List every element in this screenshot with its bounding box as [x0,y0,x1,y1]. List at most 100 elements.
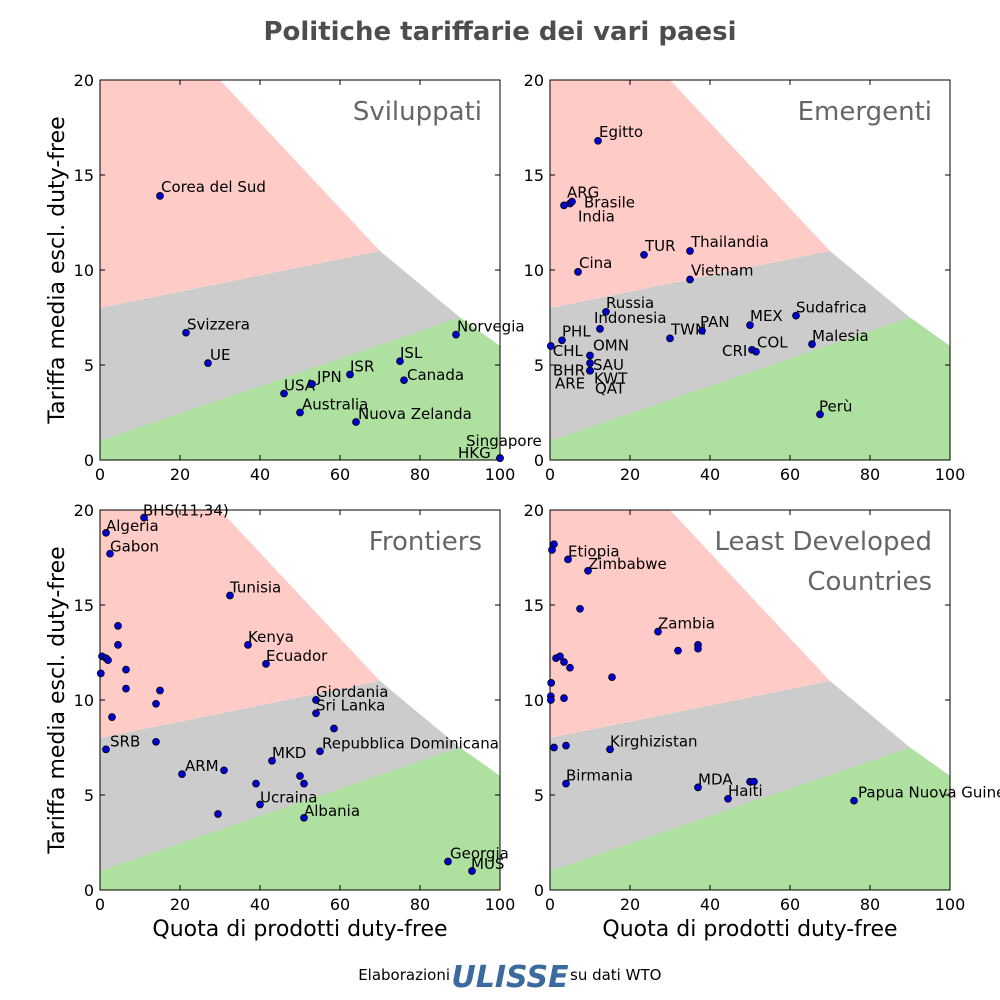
x-tick-label: 80 [860,895,880,914]
point-label: Gabon [110,538,159,556]
data-point [586,359,594,367]
data-point [122,684,130,693]
data-point [300,813,308,822]
green-zone [550,747,950,890]
point-label: Malesia [812,327,869,345]
point-label: QAT [595,380,626,398]
point-label: Ucraina [260,789,317,807]
data-point [156,192,164,200]
panel-title: Least Developed Countries [715,527,933,597]
data-point [586,366,594,375]
data-point [792,311,800,320]
data-point [562,779,570,788]
panel-title: Emergenti [798,97,932,127]
data-point [666,334,674,343]
point-label: USA [284,377,316,395]
data-point [562,741,570,750]
panel-2: Emergenti 0 20 40 60 80 100 0 5 10 15 20 Egitto ARGBr… [524,71,966,484]
chart-title: Politiche tariffarie dei vari paesi [263,17,736,47]
data-point [558,336,566,345]
red-zone [100,80,380,308]
point-label: TWN [670,320,706,338]
point-label: BHS(11,34) [143,502,229,520]
point-label: Australia [302,396,368,414]
data-point [574,268,582,276]
point-label: OMN [593,337,629,355]
point-label: Kirghizistan [610,732,698,750]
y-tick-label: 10 [524,691,544,710]
data-point [122,665,130,674]
point-label: Ecuador [266,647,328,665]
point-label: JPN [316,368,342,386]
point-label: ARM [185,757,219,775]
data-point [566,663,574,672]
data-point [808,340,816,348]
data-point [674,646,682,655]
x-tick-label: 80 [410,465,430,484]
point-label: Brasile [584,194,635,212]
y-tick-label: 5 [534,786,544,805]
point-label: BHR [553,362,585,380]
point-label: Kenya [248,628,294,646]
x-tick-label: 20 [170,895,190,914]
data-point [496,454,504,462]
data-point [576,604,584,613]
x-tick-label: 0 [545,895,555,914]
data-point [204,359,212,367]
x-tick-label: 60 [780,465,800,484]
y-axis-label: Tariffa media escl. duty-free [45,116,70,424]
y-axis-label: Tariffa media escl. duty-free [45,546,70,854]
point-label: ARE [555,375,585,393]
footer: Elaborazioni ULISSE su dati WTO [358,960,661,995]
point-label: India [578,208,615,226]
data-point [568,197,576,206]
y-tick-label: 15 [524,166,544,185]
y-tick-label: 0 [534,881,544,900]
y-tick-label: 15 [74,166,94,185]
y-tick-label: 20 [74,71,94,90]
data-point [312,709,320,718]
data-point [546,696,555,704]
grey-zone [550,251,950,441]
data-point [226,591,234,600]
green-zone [550,317,950,460]
x-tick-label: 20 [620,465,640,484]
data-point [694,783,702,792]
point-label: CHL [553,342,584,360]
point-label: PAN [700,313,730,331]
x-tick-label: 100 [935,465,966,484]
data-point [547,679,556,687]
point-label: COL [757,334,788,352]
point-label: PHL [562,322,591,340]
x-tick-label: 100 [485,465,516,484]
point-label: Etiopia [568,542,620,560]
point-label: Norvegia [457,318,525,336]
green-zone [100,747,500,890]
data-point [96,669,105,678]
panel-title-line: Emergenti [798,97,932,127]
point-label: MEX [750,307,783,325]
point-label: KWT [594,370,628,388]
point-label: CRI [722,342,747,360]
point-label: Albania [304,802,360,820]
data-point [152,699,160,708]
data-point [104,656,112,664]
point-label: Papua Nuova Guinea [858,784,1000,802]
grey-zone [550,681,950,871]
data-point [262,660,270,668]
panel-title-line: Frontiers [369,527,482,557]
point-label: Perù [819,397,852,415]
point-label: MDA [698,770,733,788]
point-label: Singapore [466,432,542,450]
y-tick-label: 15 [74,596,94,615]
data-point [330,724,338,733]
x-tick-label: 20 [170,465,190,484]
data-point [182,328,190,337]
data-point [816,410,824,419]
data-point [256,800,264,809]
y-tick-label: 5 [84,356,94,375]
red-zone [550,80,830,308]
data-point [586,351,594,360]
